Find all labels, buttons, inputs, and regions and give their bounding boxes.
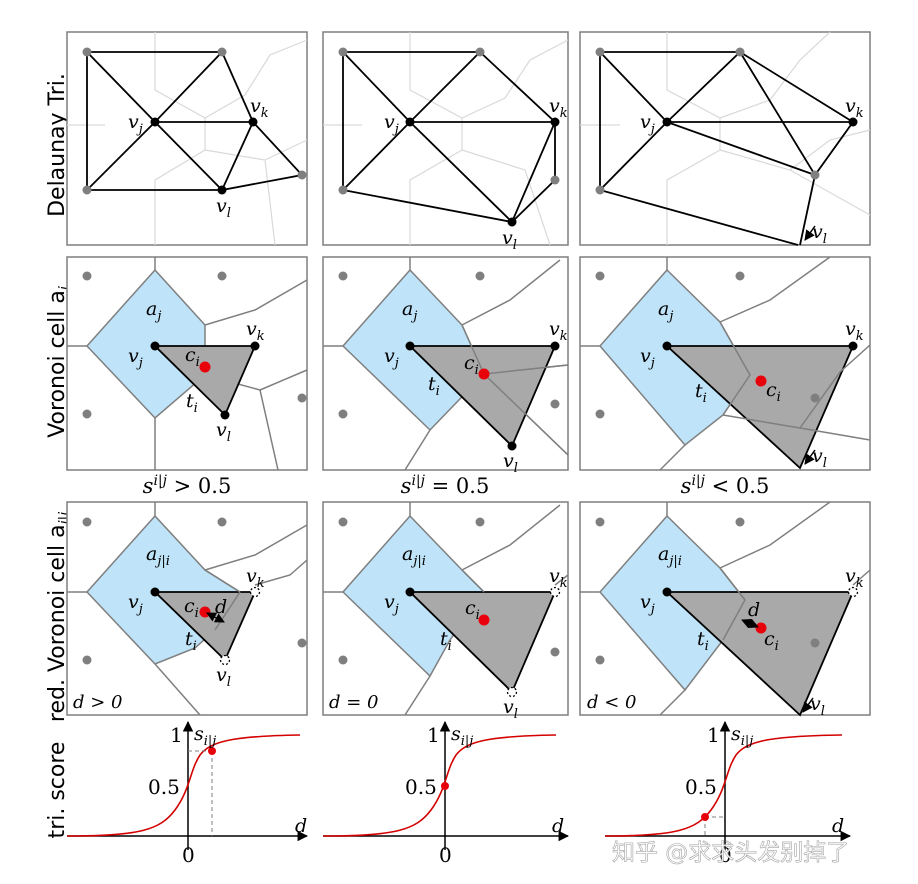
svg-text:d: d — [295, 815, 307, 837]
d-condition-3: d < 0 — [587, 692, 637, 713]
svg-text:aj|i: aj|i — [658, 543, 682, 569]
svg-text:vk: vk — [845, 95, 864, 121]
svg-text:0: 0 — [719, 843, 732, 867]
svg-text:ti: ti — [185, 628, 197, 654]
svg-text:aj|i: aj|i — [402, 543, 426, 569]
row-label-delaunay: Delaunay Tri. — [45, 73, 70, 217]
svg-text:ci: ci — [764, 628, 779, 654]
svg-text:ti: ti — [440, 628, 452, 654]
svg-text:si|j: si|j — [451, 723, 473, 749]
svg-text:aj: aj — [402, 298, 417, 324]
d-condition-2: d = 0 — [329, 692, 379, 713]
svg-text:d: d — [552, 815, 564, 837]
svg-text:aj|i: aj|i — [146, 543, 170, 569]
condition-label-2: si|j = 0.5 — [401, 473, 490, 498]
watermark: 知乎 @求求头发别掉了 — [612, 840, 849, 866]
row-label-voronoi: Voronoi cell aj — [45, 286, 73, 438]
svg-text:1: 1 — [427, 723, 440, 747]
svg-text:aj: aj — [658, 298, 673, 324]
svg-text:1: 1 — [707, 723, 720, 747]
svg-text:vl: vl — [216, 419, 231, 445]
svg-text:vj: vj — [128, 111, 143, 137]
svg-text:vl: vl — [810, 693, 825, 719]
svg-text:vl: vl — [812, 445, 827, 471]
svg-text:vk: vk — [845, 565, 864, 591]
d-condition-1: d > 0 — [73, 692, 123, 713]
reduced-panel-2: aj|i vj ci ti vk vl d = 0 — [322, 501, 569, 722]
svg-text:si|j: si|j — [194, 723, 216, 749]
svg-text:d: d — [832, 815, 844, 837]
svg-text:d: d — [215, 596, 227, 618]
svg-text:0: 0 — [182, 843, 195, 867]
svg-text:aj: aj — [146, 298, 161, 324]
svg-text:ti: ti — [428, 373, 440, 399]
svg-text:vj: vj — [384, 111, 399, 137]
svg-text:vk: vk — [845, 318, 864, 344]
svg-text:vl: vl — [812, 221, 827, 247]
svg-text:ci: ci — [464, 352, 479, 378]
voronoi-panel-2: aj vj ci ti vk vl — [322, 256, 569, 476]
svg-text:ci: ci — [465, 597, 480, 623]
score-plot-2: 1 0.5 0 si|j d — [322, 720, 570, 867]
svg-text:ti: ti — [697, 628, 709, 654]
svg-text:vk: vk — [549, 565, 568, 591]
svg-text:0.5: 0.5 — [148, 775, 180, 799]
svg-text:vj: vj — [640, 345, 655, 371]
reduced-panel-1: aj|i vj ci d ti vk vl d > 0 — [66, 501, 308, 716]
svg-text:d: d — [748, 599, 760, 621]
svg-text:vk: vk — [549, 318, 568, 344]
delaunay-panel-2: vj vk vl — [322, 31, 569, 253]
voronoi-panel-3: aj vj ci ti vk vl — [579, 256, 871, 471]
svg-text:ci: ci — [185, 344, 200, 370]
svg-text:vl: vl — [502, 227, 517, 253]
svg-text:vj: vj — [384, 345, 399, 371]
condition-label-3: si|j < 0.5 — [681, 473, 770, 498]
svg-text:si|j: si|j — [731, 723, 753, 749]
svg-text:0.5: 0.5 — [685, 775, 717, 799]
svg-text:ti: ti — [186, 390, 198, 416]
voronoi-panel-1: aj vj ci ti vk vl — [66, 256, 308, 471]
svg-text:vk: vk — [246, 565, 265, 591]
svg-text:ti: ti — [695, 380, 707, 406]
svg-text:vj: vj — [384, 591, 399, 617]
svg-text:vl: vl — [503, 696, 518, 722]
svg-text:1: 1 — [170, 723, 183, 747]
svg-text:vk: vk — [250, 95, 269, 121]
svg-text:vl: vl — [503, 450, 518, 476]
svg-text:vl: vl — [216, 195, 231, 221]
svg-text:vl: vl — [216, 664, 231, 690]
svg-text:vj: vj — [128, 591, 143, 617]
row-label-score: tri. score — [45, 742, 70, 839]
svg-text:0.5: 0.5 — [405, 775, 437, 799]
delaunay-panel-3: vj vk vl — [579, 31, 871, 247]
svg-text:ci: ci — [184, 595, 199, 621]
svg-text:vj: vj — [640, 591, 655, 617]
condition-label-1: si|j > 0.5 — [143, 473, 232, 498]
score-plot-1: 1 0.5 0 si|j d — [66, 720, 309, 867]
delaunay-panel-1: vj vk vl — [66, 31, 308, 246]
svg-text:vj: vj — [640, 111, 655, 137]
reduced-panel-3: aj|i vj d ci ti vk vl d < 0 — [579, 501, 871, 719]
svg-text:0: 0 — [439, 843, 452, 867]
svg-text:ci: ci — [766, 379, 781, 405]
svg-text:vk: vk — [246, 318, 265, 344]
score-plot-3: 1 0.5 0 si|j d — [604, 720, 852, 867]
svg-text:vj: vj — [128, 345, 143, 371]
svg-text:vk: vk — [549, 95, 568, 121]
